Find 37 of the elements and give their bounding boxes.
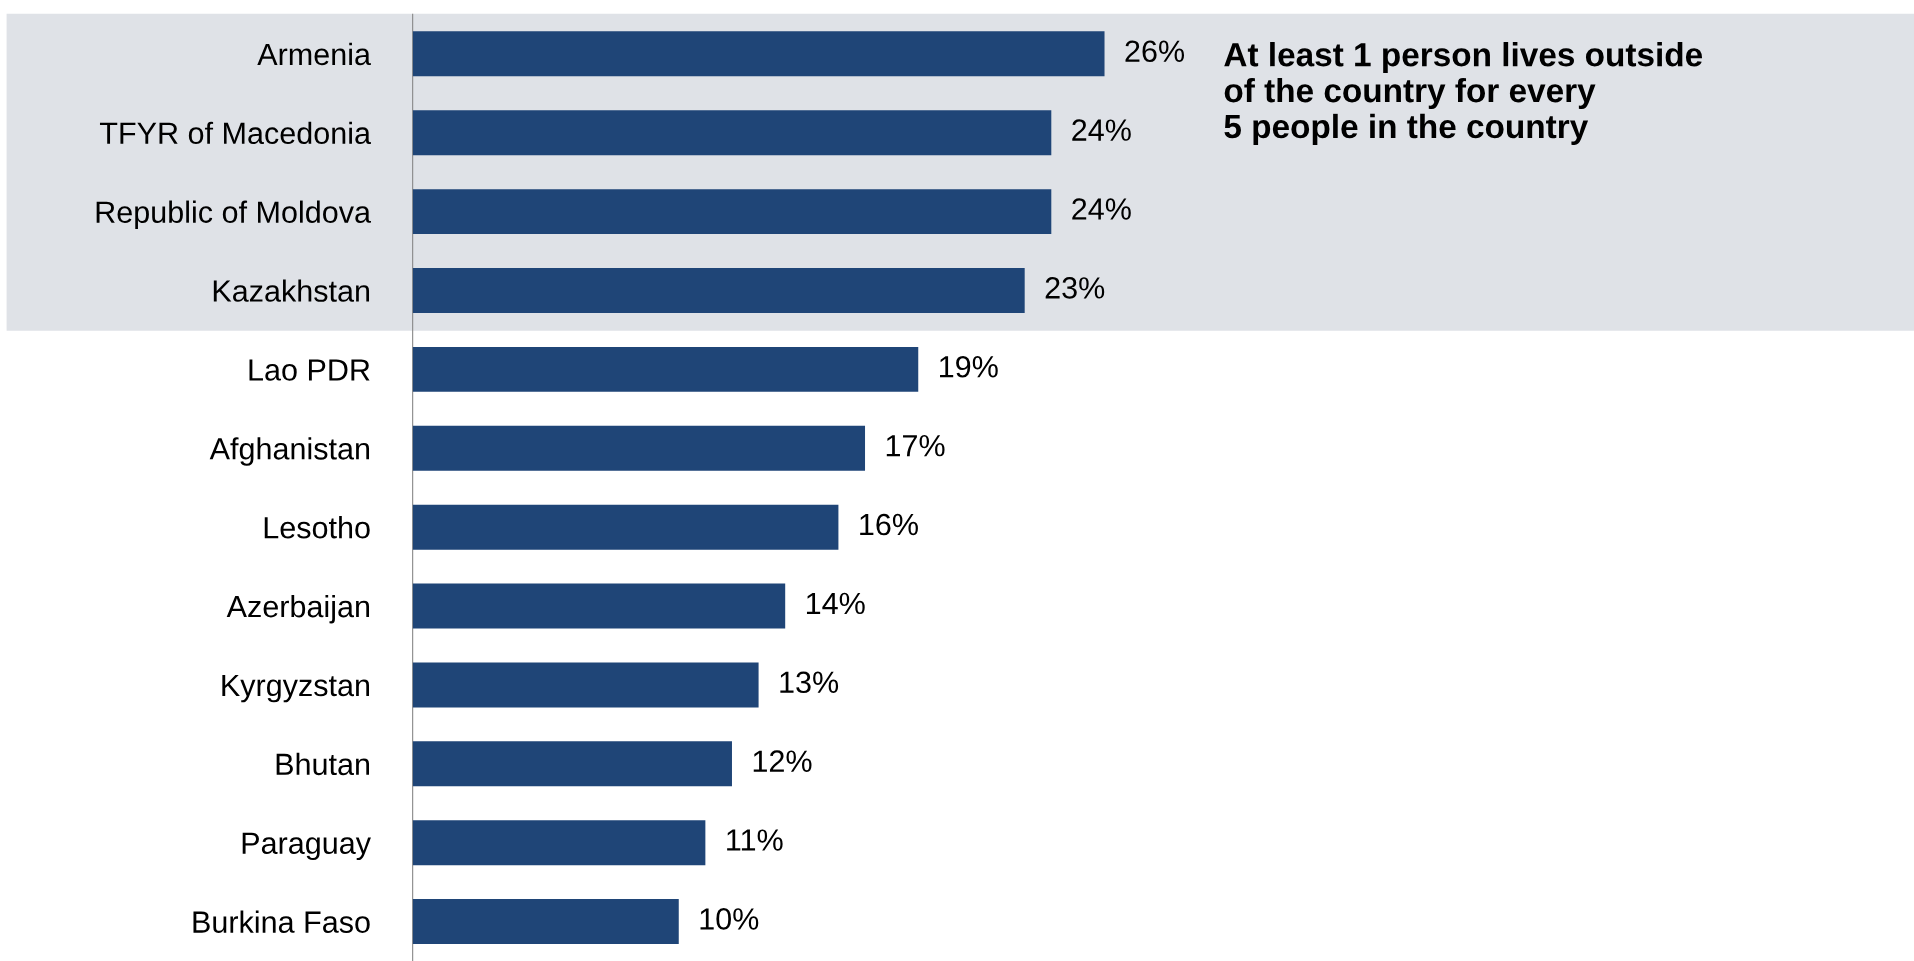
bar bbox=[412, 346, 919, 392]
data-label: 26% bbox=[1125, 40, 1185, 63]
bar bbox=[412, 899, 679, 945]
bar bbox=[412, 504, 839, 550]
data-label: 16% bbox=[860, 513, 918, 536]
bar bbox=[412, 110, 1052, 156]
data-label: 13% bbox=[780, 671, 839, 694]
data-label: 12% bbox=[753, 750, 812, 772]
data-label: 17% bbox=[886, 434, 945, 457]
y-tick-label: TFYR of Macedonia bbox=[99, 121, 372, 145]
data-label: 23% bbox=[1045, 277, 1105, 299]
y-tick-label: Kyrgyzstan bbox=[222, 674, 370, 703]
y-tick-label: Azerbaijan bbox=[226, 594, 370, 624]
y-tick-label: Paraguay bbox=[242, 832, 371, 861]
y-tick-label: Burkina Faso bbox=[193, 910, 370, 933]
bar bbox=[412, 31, 1105, 77]
band-label: At least 1 person lives outside of the country for every 5 people in the country bbox=[1224, 42, 1703, 145]
data-label: 10% bbox=[700, 908, 759, 930]
bar bbox=[412, 425, 866, 471]
data-label: 19% bbox=[940, 355, 998, 378]
bar bbox=[412, 189, 1052, 235]
data-label: 24% bbox=[1072, 119, 1131, 141]
bar bbox=[412, 741, 732, 787]
y-tick-label: Afghanistan bbox=[209, 437, 370, 466]
y-tick-label: Bhutan bbox=[276, 752, 370, 776]
data-label: 14% bbox=[806, 592, 865, 615]
bar bbox=[412, 583, 786, 629]
y-tick-label: Armenia bbox=[257, 42, 371, 66]
y-tick-label: Lesotho bbox=[264, 516, 370, 539]
y-tick-label: Republic of Moldova bbox=[96, 200, 372, 230]
data-label: 24% bbox=[1072, 198, 1131, 220]
data-label: 11% bbox=[727, 829, 783, 851]
y-tick-label: Lao PDR bbox=[249, 359, 370, 381]
bar bbox=[412, 268, 1025, 313]
bar bbox=[412, 662, 759, 708]
y-tick-label: Kazakhstan bbox=[213, 279, 370, 302]
bar bbox=[412, 820, 706, 866]
